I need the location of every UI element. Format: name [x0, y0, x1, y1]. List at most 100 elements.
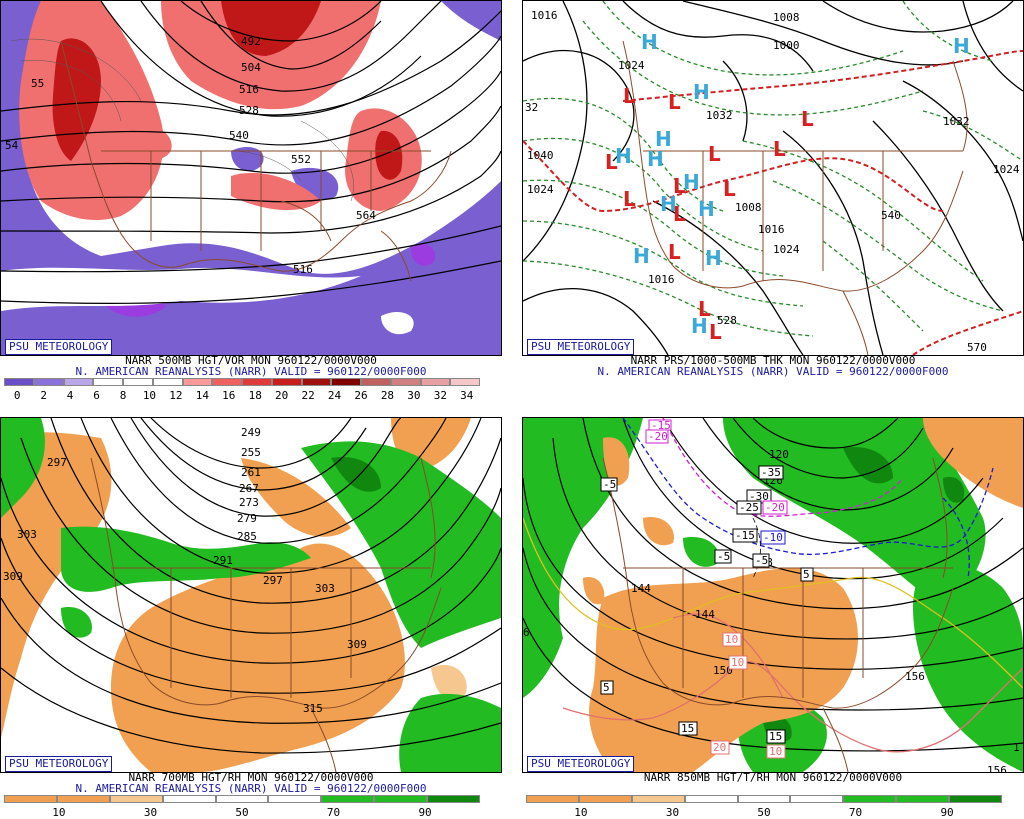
- temp-label: -15: [648, 419, 672, 432]
- panel-title-line2: N. AMERICAN REANALYSIS (NARR) VALID = 96…: [75, 365, 427, 378]
- colorbar-segment: [790, 795, 844, 803]
- temp-label: -10: [760, 530, 786, 545]
- geography-outlines: [90, 457, 442, 772]
- colorbar-tick-label: 0: [13, 389, 21, 402]
- colorbar-segment: [93, 378, 123, 386]
- vorticity-very-high-shading: [52, 1, 403, 180]
- colorbar-tick-label: 10: [142, 389, 157, 402]
- contour-label: 1040: [527, 149, 554, 162]
- contour-label: 1016: [531, 9, 558, 22]
- contour-label: 492: [241, 35, 261, 48]
- colorbar-tick-label: 24: [327, 389, 342, 402]
- svg-text:-20: -20: [648, 430, 668, 443]
- temp-label: -5: [600, 477, 618, 492]
- svg-text:-5: -5: [755, 554, 768, 567]
- contour-label: 261: [241, 466, 261, 479]
- psu-meteorology-badge: PSU METEOROLOGY: [527, 339, 635, 355]
- contour-label: 309: [3, 570, 23, 583]
- isotherms: [523, 418, 1023, 753]
- temp-label: 15: [678, 721, 698, 736]
- low-pressure-marker: L: [605, 150, 618, 174]
- temp-label: 10: [728, 655, 748, 670]
- height-label: 156: [987, 764, 1007, 772]
- psu-meteorology-badge: PSU METEOROLOGY: [527, 756, 635, 772]
- contour-label: 1008: [773, 11, 800, 24]
- psu-meteorology-badge: PSU METEOROLOGY: [5, 756, 113, 772]
- colorbar-tick-label: 26: [354, 389, 368, 402]
- low-pressure-marker: L: [673, 202, 686, 226]
- contour-label: 249: [241, 426, 261, 439]
- low-pressure-marker: L: [709, 320, 722, 344]
- panel-title-line1: NARR PRS/1000-500MB THK MON 960122/0000V…: [630, 354, 916, 367]
- contour-label: 1008: [735, 201, 762, 214]
- colorbar-tick-label: 22: [301, 389, 315, 402]
- colorbar-tick-label: 30: [665, 806, 680, 819]
- colorbar-segment: [212, 378, 242, 386]
- contour-label: 552: [291, 153, 311, 166]
- svg-text:-15: -15: [735, 529, 755, 542]
- colorbar-segment: [578, 795, 632, 803]
- high-pressure-marker: H: [705, 246, 722, 270]
- contour-label: 504: [241, 61, 261, 74]
- low-pressure-marker: L: [673, 174, 686, 198]
- contour-label: 279: [237, 512, 257, 525]
- temp-label: 10: [766, 744, 786, 759]
- contour-label: 55: [31, 77, 44, 90]
- contour-label: 315: [303, 702, 323, 715]
- colorbar-segment: [331, 378, 361, 386]
- colorbar-segment: [162, 795, 216, 803]
- colorbar-tick-label: 20: [275, 389, 289, 402]
- temp-label: -20: [762, 500, 788, 515]
- low-pressure-marker: L: [698, 297, 711, 321]
- height-label: 144: [631, 582, 651, 595]
- colorbar-tick-label: 70: [326, 806, 341, 819]
- panel-title-line1: NARR 700MB HGT/RH MON 960122/0000V000: [128, 771, 374, 784]
- contour-label: 1032: [943, 115, 970, 128]
- colorbar-segment: [684, 795, 738, 803]
- colorbar-segment: [526, 795, 579, 803]
- contour-label: 1024: [773, 243, 800, 256]
- colorbar-tick-label: 28: [380, 389, 395, 402]
- colorbar-tick-label: 32: [433, 389, 447, 402]
- colorbar-tick-label: 34: [460, 389, 474, 402]
- geography-outlines: [622, 40, 968, 355]
- contour-label: 297: [47, 456, 67, 469]
- height-contours: [1, 418, 501, 754]
- low-pressure-marker: L: [623, 187, 636, 211]
- height-label: 150: [713, 664, 733, 677]
- colorbar: [526, 795, 1003, 803]
- contour-label: 297: [263, 574, 283, 587]
- panel-700mb-humidity: 297 303 309 249 255 261 267 273 279 285 …: [0, 417, 502, 819]
- contour-label: 1000: [773, 39, 800, 52]
- colorbar-segment: [123, 378, 153, 386]
- contour-label: 285: [237, 530, 257, 543]
- high-pressure-marker: H: [633, 244, 650, 268]
- temp-label: 5: [600, 680, 614, 695]
- contour-label: 309: [347, 638, 367, 651]
- low-pressure-marker: L: [623, 84, 636, 108]
- map-500mb-vorticity: 492 504 516 528 540 552 564 516 55 54 PS…: [0, 0, 502, 356]
- colorbar-tick-label: 4: [66, 389, 74, 402]
- moist-shading: [1, 418, 501, 772]
- svg-text:10: 10: [769, 745, 782, 758]
- colorbar-tick-label: 10: [52, 806, 66, 819]
- colorbar-tick-label: 8: [119, 389, 127, 402]
- contour-label: 255: [241, 446, 261, 459]
- colorbar-tick-label: 6: [93, 389, 100, 402]
- svg-text:10: 10: [725, 633, 738, 646]
- colorbar-ticks: 10 30 50 70 90: [4, 806, 480, 819]
- svg-text:-35: -35: [761, 466, 781, 479]
- low-pressure-marker: L: [668, 240, 681, 264]
- temp-label: -35: [758, 465, 784, 480]
- high-pressure-marker: H: [655, 127, 672, 151]
- high-pressure-marker: H: [953, 34, 970, 58]
- panel-pressure-thickness: H H L L H L H H L H L L H L L L H H L H: [522, 0, 1024, 402]
- high-pressure-marker: H: [615, 144, 632, 168]
- colorbar-segment: [56, 795, 110, 803]
- low-pressure-marker: L: [723, 177, 736, 201]
- dry-shading: [583, 418, 1023, 772]
- colorbar-tick-label: 50: [757, 806, 771, 819]
- panel-850mb-temp-humidity: 120 126 132 138 144 144 150 156 156 6 -2…: [522, 417, 1024, 819]
- colorbar-tick-label: 50: [235, 806, 249, 819]
- svg-text:1: 1: [1013, 741, 1020, 754]
